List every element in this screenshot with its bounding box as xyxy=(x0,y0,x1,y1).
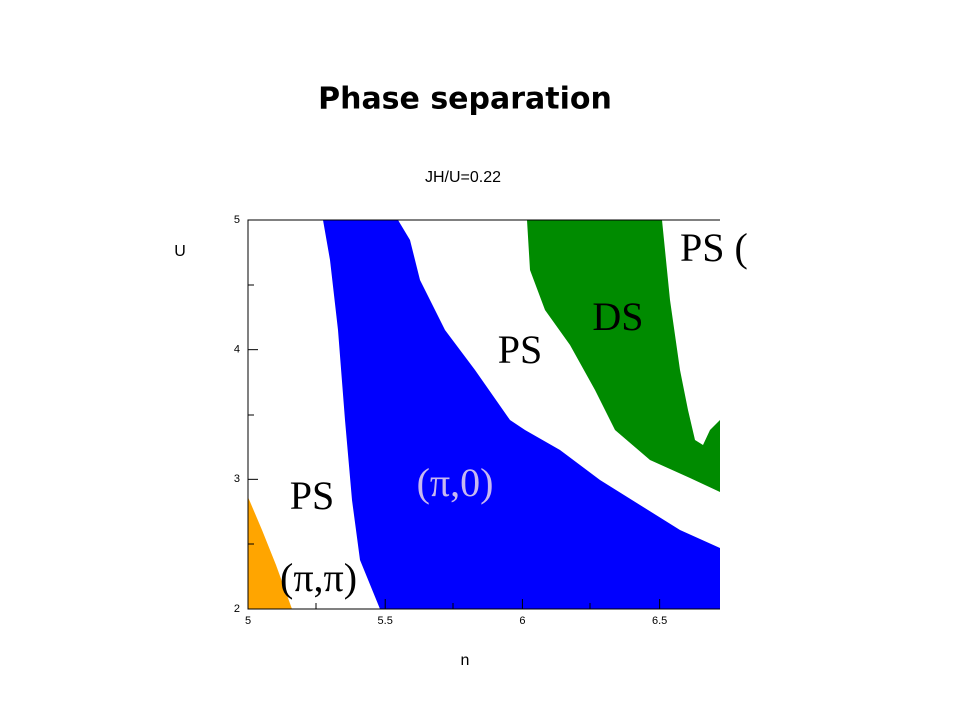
y-tick-label: 5 xyxy=(234,214,240,226)
x-axis-label: n xyxy=(461,652,470,669)
y-tick-label: 4 xyxy=(234,344,240,356)
y-tick-label: 2 xyxy=(234,603,240,615)
chart-title: Phase separation xyxy=(318,82,612,117)
regions xyxy=(248,220,720,609)
region-label: (π,0) xyxy=(417,460,494,505)
x-tick-label: 6.5 xyxy=(652,615,667,627)
region-label: PS xyxy=(290,473,335,518)
x-tick-label: 6 xyxy=(519,615,525,627)
region-label: (π,π) xyxy=(280,555,357,600)
region-label: PS ( xyxy=(680,225,748,270)
x-tick-label: 5 xyxy=(245,615,251,627)
region-label: DS xyxy=(592,294,643,339)
region-green xyxy=(527,220,720,492)
minor-ticks xyxy=(248,284,591,609)
region-blue xyxy=(323,220,720,609)
region-orange xyxy=(248,497,292,609)
chart-subtitle: JH/U=0.22 xyxy=(425,169,501,186)
x-tick-label: 5.5 xyxy=(378,615,393,627)
y-axis-label: U xyxy=(174,243,186,260)
region-label: PS xyxy=(498,327,543,372)
y-tick-label: 3 xyxy=(234,473,240,485)
